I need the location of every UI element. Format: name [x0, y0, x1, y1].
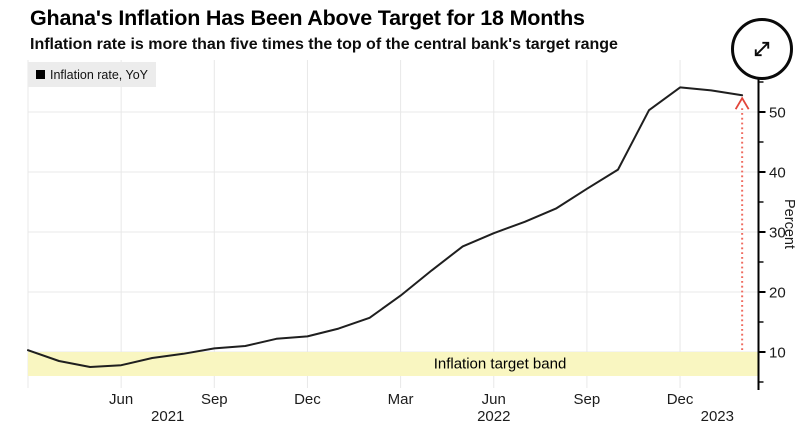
y-tick-label: 50 [769, 105, 786, 122]
legend-swatch-icon [36, 70, 45, 79]
y-axis-title: Percent [781, 199, 797, 249]
x-tick-label: Sep [574, 391, 601, 408]
chart-title: Ghana's Inflation Has Been Above Target … [30, 6, 585, 30]
inflation-target-band [28, 352, 759, 376]
target-band-label: Inflation target band [433, 355, 567, 373]
legend-label: Inflation rate, YoY [50, 67, 148, 82]
year-label: 2023 [701, 408, 734, 425]
y-tick-label: 20 [769, 285, 786, 302]
y-tick-label: 10 [769, 345, 786, 362]
year-label: 2021 [151, 408, 184, 425]
expand-button[interactable] [731, 18, 793, 80]
y-tick-label: 30 [769, 225, 786, 242]
x-tick-label: Jun [482, 391, 506, 408]
x-tick-label: Dec [667, 391, 694, 408]
x-tick-label: Dec [294, 391, 321, 408]
x-tick-label: Sep [201, 391, 228, 408]
annotation-arrow-head [734, 96, 750, 110]
x-tick-label: Jun [109, 391, 133, 408]
y-tick-label: 40 [769, 165, 786, 182]
x-tick-label: Mar [388, 391, 414, 408]
legend: Inflation rate, YoY [28, 62, 156, 87]
year-label: 2022 [477, 408, 510, 425]
chart-subtitle: Inflation rate is more than five times t… [30, 36, 618, 53]
expand-arrows-icon [754, 41, 770, 57]
inflation-line [27, 86, 744, 368]
